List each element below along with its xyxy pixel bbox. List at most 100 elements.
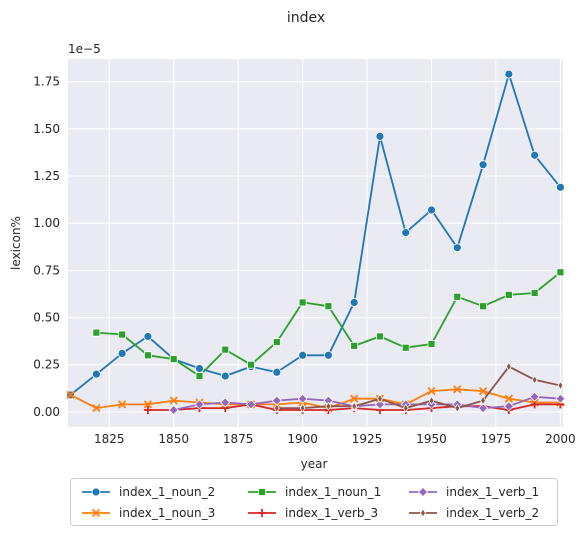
- data-point: [505, 361, 512, 372]
- data-point: [118, 330, 127, 339]
- data-point: [92, 328, 101, 337]
- data-point: [503, 401, 514, 412]
- data-point: [117, 348, 127, 358]
- x-tick-label: 1875: [223, 432, 254, 446]
- legend-label: index_1_noun_1: [285, 485, 382, 499]
- data-point: [376, 332, 384, 341]
- data-point: [478, 160, 488, 170]
- x-tick-label: 1950: [416, 432, 447, 446]
- data-point: [143, 332, 153, 341]
- data-point: [401, 343, 410, 352]
- data-point: [169, 355, 178, 363]
- data-point: [453, 385, 462, 394]
- data-point: [427, 387, 436, 396]
- data-point: [427, 205, 436, 215]
- data-point: [66, 390, 75, 400]
- data-point: [91, 369, 101, 379]
- series-index-1-verb-2: [273, 361, 564, 413]
- data-point: [478, 387, 488, 396]
- data-point: [272, 367, 282, 377]
- data-point: [194, 399, 205, 410]
- data-point: [401, 228, 411, 238]
- data-point: [143, 400, 153, 409]
- plot-background: [68, 59, 563, 427]
- data-point: [169, 396, 178, 405]
- data-point: [402, 403, 409, 413]
- data-point: [324, 302, 333, 311]
- data-point: [427, 340, 436, 348]
- data-point: [349, 298, 359, 307]
- legend: index_1_noun_2 index_1_noun_1 index_1_ve…: [70, 478, 558, 526]
- series-index-1-noun-1: [92, 268, 565, 380]
- data-point: [530, 150, 540, 160]
- data-point: [118, 400, 127, 409]
- data-point: [504, 290, 513, 299]
- series-group: [66, 69, 566, 416]
- legend-marker-plus-icon: [248, 509, 276, 517]
- data-point: [298, 350, 308, 360]
- data-point: [144, 351, 152, 360]
- legend-item-index-1-noun-2: index_1_noun_2: [81, 482, 215, 502]
- y-tick-label: 0.75: [33, 263, 60, 277]
- data-point: [504, 394, 513, 403]
- data-point: [350, 394, 359, 403]
- data-point: [220, 397, 231, 408]
- legend-label: index_1_verb_1: [446, 485, 540, 499]
- legend-label: index_1_verb_2: [446, 506, 540, 520]
- y-tick-label: 0.25: [33, 358, 60, 372]
- series-line: [70, 388, 561, 410]
- data-point: [504, 69, 514, 79]
- data-point: [221, 345, 230, 354]
- data-point: [374, 399, 386, 410]
- series-line: [276, 365, 561, 410]
- data-point: [557, 380, 564, 391]
- data-point: [478, 403, 489, 414]
- legend-marker-thin-diamond-icon: [409, 508, 437, 518]
- data-point: [272, 338, 281, 346]
- data-point: [454, 403, 461, 413]
- x-tick-label: 1900: [287, 432, 318, 446]
- data-point: [556, 268, 565, 277]
- legend-item-index-1-noun-3: index_1_noun_3: [81, 503, 215, 523]
- data-point: [530, 289, 539, 297]
- data-point: [92, 403, 101, 413]
- data-point: [195, 364, 204, 373]
- y-tick-label: 1.00: [33, 216, 60, 230]
- x-tick-label: 2000: [545, 432, 576, 446]
- data-point: [351, 401, 358, 411]
- y-tick-label: 1.75: [33, 75, 60, 89]
- legend-item-index-1-verb-1: index_1_verb_1: [408, 482, 539, 502]
- data-point: [479, 302, 487, 311]
- legend-marker-circle-icon: [82, 487, 110, 497]
- data-point: [323, 350, 333, 360]
- legend-marker-x-icon: [82, 508, 110, 518]
- data-point: [168, 404, 179, 416]
- x-tick-label: 1975: [481, 432, 512, 446]
- data-point: [453, 292, 462, 301]
- x-tick-labels: 1825 1850 1875 1900 1925 1950 1975 2000: [94, 432, 576, 446]
- chart-title: index: [287, 10, 325, 26]
- legend-item-index-1-verb-2: index_1_verb_2: [408, 503, 539, 523]
- data-point: [529, 391, 540, 402]
- data-point: [245, 399, 257, 410]
- y-tick-label: 0.50: [33, 311, 60, 325]
- data-point: [298, 298, 307, 307]
- x-axis-label: year: [301, 457, 328, 471]
- legend-label: index_1_noun_3: [119, 506, 216, 520]
- x-tick-label: 1925: [352, 432, 383, 446]
- x-tick-label: 1850: [158, 432, 189, 446]
- y-tick-label: 1.50: [33, 122, 60, 136]
- y-tick-label: 0.00: [33, 405, 60, 419]
- legend-label: index_1_noun_2: [119, 485, 216, 499]
- data-point: [555, 393, 566, 404]
- series-line: [70, 73, 562, 396]
- legend-label: index_1_verb_3: [285, 506, 379, 520]
- data-point: [273, 403, 280, 413]
- data-point: [195, 372, 204, 380]
- data-point: [220, 371, 230, 381]
- legend-marker-diamond-icon: [409, 486, 437, 498]
- data-point: [247, 360, 255, 369]
- data-point: [531, 375, 538, 385]
- y-axis-label: lexicon%: [9, 216, 23, 270]
